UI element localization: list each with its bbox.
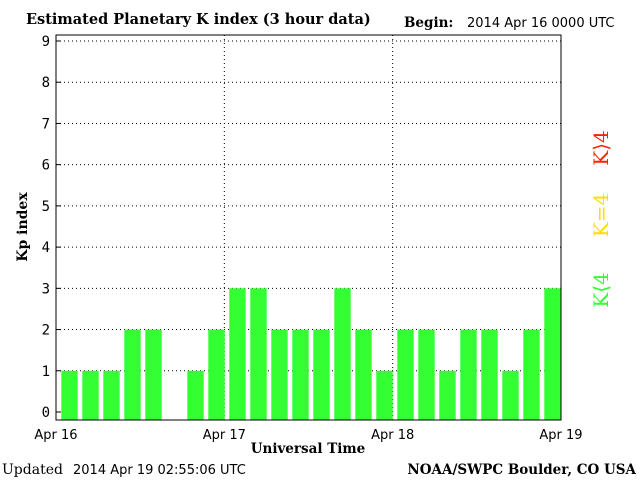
x-tick-label: Apr 18	[371, 428, 414, 443]
x-tick-label: Apr 17	[203, 428, 246, 443]
bar	[523, 329, 540, 420]
bar	[397, 329, 414, 420]
y-tick-label: 8	[42, 75, 50, 91]
y-tick-label: 3	[42, 281, 50, 297]
source-credit: NOAA/SWPC Boulder, CO USA	[407, 462, 636, 478]
bar	[460, 329, 477, 420]
bar	[208, 329, 225, 420]
legend-item: K=4	[589, 193, 613, 237]
y-tick-label: 4	[42, 240, 50, 256]
chart-title: Estimated Planetary K index (3 hour data…	[26, 11, 371, 28]
x-tick-labels: Apr 16 Apr 17 Apr 18 Apr 19	[34, 428, 582, 443]
y-tick-label: 1	[42, 364, 50, 380]
y-tick-label: 5	[42, 199, 50, 215]
begin-value: 2014 Apr 16 0000 UTC	[467, 16, 615, 31]
bar	[313, 329, 330, 420]
legend-item: K⟩4	[589, 130, 613, 165]
bar	[481, 329, 498, 420]
bar	[439, 370, 456, 420]
y-axis-label: Kp index	[15, 192, 31, 262]
bar	[544, 288, 561, 420]
bar	[145, 329, 162, 420]
legend-item: K⟨4	[589, 272, 613, 307]
legend: K⟨4 K=4 K⟩4	[589, 130, 613, 307]
bar	[355, 329, 372, 420]
updated-label: Updated	[2, 462, 63, 478]
bar	[376, 370, 393, 420]
bar	[334, 288, 351, 420]
bars	[61, 288, 561, 420]
y-tick-label: 2	[42, 323, 50, 339]
bar	[229, 288, 246, 420]
bar	[502, 370, 519, 420]
bar	[124, 329, 141, 420]
y-tick-label: 6	[42, 158, 50, 174]
x-axis-label: Universal Time	[251, 441, 366, 457]
y-tick-labels: 0 1 2 3 4 5 6 7 8 9	[42, 34, 61, 421]
bar	[187, 370, 204, 420]
bar	[418, 329, 435, 420]
bar	[250, 288, 267, 420]
x-tick-label: Apr 16	[34, 428, 77, 443]
bar	[61, 370, 78, 420]
bar	[271, 329, 288, 420]
x-tick-label: Apr 19	[539, 428, 582, 443]
plot-frame	[55, 34, 562, 421]
y-tick-label: 0	[42, 405, 50, 421]
bar	[292, 329, 309, 420]
y-tick-label: 9	[42, 34, 50, 50]
bar	[103, 370, 120, 420]
begin-label: Begin:	[404, 15, 453, 31]
updated-value: 2014 Apr 19 02:55:06 UTC	[73, 463, 246, 478]
bar	[82, 370, 99, 420]
y-tick-label: 7	[42, 116, 50, 132]
